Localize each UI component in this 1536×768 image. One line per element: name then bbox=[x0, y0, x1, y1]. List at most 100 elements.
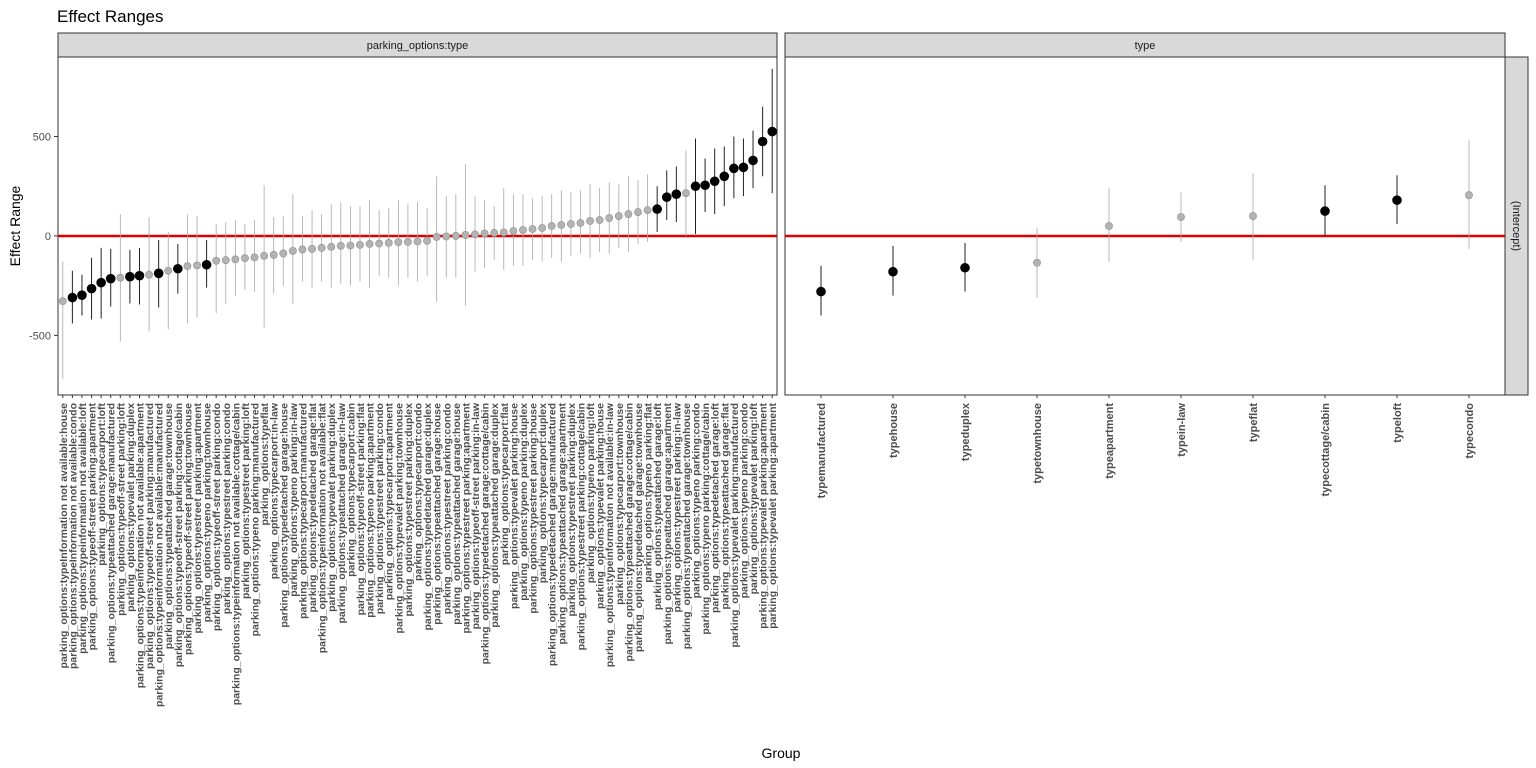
x-tick-label: parking_options:typeoff-street parking:i… bbox=[470, 402, 482, 629]
x-tick-label: parking_options:typestreet parking:duple… bbox=[566, 403, 578, 617]
x-tick-label: parking_options:typedetached garage:dupl… bbox=[422, 403, 434, 631]
x-tick-label: parking_options:typeattached garage:manu… bbox=[106, 403, 118, 663]
x-tick-label: typeflat bbox=[1248, 403, 1260, 442]
x-tick-label: parking_options:typeattached garage:dupl… bbox=[489, 403, 501, 628]
x-tick-label: parking_options:typedetached garage:flat bbox=[307, 402, 319, 612]
data-point bbox=[279, 249, 288, 258]
data-point bbox=[960, 262, 970, 273]
x-tick-label: parking_options:typeattached garage:hous… bbox=[432, 403, 444, 625]
x-tick-label: parking_options:typecarport:in-law bbox=[269, 402, 281, 579]
row-strip-label: (Intercept) bbox=[1510, 201, 1522, 251]
data-point bbox=[586, 217, 594, 225]
x-tick-label: parking_options:typecarport:manufactured bbox=[297, 403, 309, 619]
data-point bbox=[1105, 222, 1113, 230]
data-point bbox=[404, 238, 412, 246]
data-point bbox=[250, 253, 259, 262]
x-tick-label: parking_options:typeinformation not avai… bbox=[154, 403, 166, 707]
data-point bbox=[173, 263, 183, 274]
data-point bbox=[748, 155, 758, 166]
y-tick-label: -500 bbox=[29, 330, 51, 342]
x-tick-label: typetownhouse bbox=[1032, 403, 1044, 484]
data-point bbox=[442, 232, 451, 241]
data-point bbox=[375, 239, 384, 248]
data-point bbox=[471, 230, 479, 239]
data-point bbox=[490, 229, 499, 237]
x-tick-label: parking_options:typevalet parking:manufa… bbox=[729, 403, 741, 647]
data-point bbox=[652, 204, 662, 214]
data-point bbox=[634, 208, 642, 216]
data-point bbox=[538, 224, 547, 232]
panel-strip-2 bbox=[784, 32, 1506, 58]
x-tick-label: parking_options:typecarport:loft bbox=[96, 403, 108, 566]
data-point bbox=[595, 216, 604, 224]
x-tick-label: parking_options:typeoff-street parking:m… bbox=[144, 403, 156, 669]
data-point bbox=[1320, 206, 1330, 216]
y-tick-label: 500 bbox=[33, 132, 51, 144]
chart-title: Effect Ranges bbox=[57, 7, 163, 26]
data-point bbox=[671, 189, 682, 199]
x-tick-label: parking_options:typeinformation not avai… bbox=[317, 403, 329, 654]
data-point bbox=[709, 176, 720, 187]
data-point bbox=[308, 244, 316, 253]
data-point bbox=[661, 192, 672, 202]
data-point bbox=[1177, 213, 1185, 221]
data-point bbox=[547, 222, 556, 230]
x-tick-label: parking_options:typeInformation not avai… bbox=[67, 403, 79, 669]
data-point bbox=[528, 225, 537, 233]
x-tick-label: parking_options:typeoff-street parking:f… bbox=[355, 403, 367, 616]
x-tick-label: parking_options:typedetached garage:hous… bbox=[278, 403, 290, 628]
x-tick-label: parking_options:typevalet parking:townho… bbox=[393, 403, 405, 634]
x-tick-label: typemanufactured bbox=[816, 403, 828, 498]
x-tick-label: parking_options:typeattached garage:flat bbox=[719, 403, 731, 610]
data-point bbox=[346, 241, 355, 250]
data-point bbox=[605, 214, 614, 222]
x-tick-label: parking_options:typevalet parking:apartm… bbox=[758, 403, 770, 629]
data-point bbox=[317, 243, 326, 252]
data-point bbox=[767, 126, 778, 137]
data-point bbox=[58, 297, 67, 306]
data-point bbox=[461, 231, 470, 239]
data-point bbox=[241, 254, 249, 263]
x-tick-label: parking_options:typevalet parking:duplex bbox=[326, 403, 338, 612]
x-tick-label: typecondo bbox=[1464, 403, 1476, 459]
data-point bbox=[116, 273, 125, 282]
data-point bbox=[288, 246, 297, 255]
data-point bbox=[86, 283, 97, 294]
data-point bbox=[221, 256, 230, 265]
data-point bbox=[480, 229, 489, 238]
x-tick-label: parking_options:typeno parking:duplex bbox=[518, 403, 530, 601]
data-point bbox=[96, 277, 106, 288]
x-tick-label: parking_options:typeno parking:flat bbox=[643, 403, 655, 583]
data-point bbox=[231, 255, 240, 264]
data-point bbox=[327, 242, 336, 251]
x-tick-label: parking_options:typecarport:apartment bbox=[384, 403, 396, 601]
data-point bbox=[509, 227, 518, 235]
x-tick-label: parking_options:typeattached garage:apar… bbox=[556, 402, 568, 644]
x-tick-label: parking_options:typeno parking:apartment bbox=[365, 402, 377, 617]
data-point bbox=[719, 171, 730, 182]
data-point bbox=[738, 162, 749, 173]
data-point bbox=[212, 256, 221, 265]
panel-strip-1-label: parking_options:type bbox=[367, 40, 469, 52]
data-point bbox=[700, 180, 710, 191]
data-point bbox=[566, 220, 575, 228]
x-tick-label: parking_options:typeattached garage:in-l… bbox=[336, 402, 348, 623]
x-tick-label: parking_options:typeoff-street parking:c… bbox=[173, 403, 185, 667]
x-tick-label: parking_options:typevalet parking:loft bbox=[748, 403, 760, 595]
x-tick-label: parking_options:typestreet parking:apart… bbox=[192, 403, 204, 634]
y-tick-label: 0 bbox=[45, 231, 51, 243]
data-point bbox=[105, 273, 116, 284]
x-tick-label: typehouse bbox=[888, 403, 900, 458]
x-tick-label: parking_options:typeno parking:townhouse bbox=[202, 403, 214, 622]
data-point bbox=[394, 238, 403, 247]
x-tick-label: parking_options:typeflat bbox=[259, 403, 271, 526]
x-tick-label: parking_options:typestreet parking:duple… bbox=[403, 403, 415, 617]
x-tick-label: parking_options:typeattached garage:town… bbox=[163, 403, 175, 649]
x-tick-label: parking_options:typeoff-street parking:a… bbox=[87, 403, 99, 651]
data-point bbox=[201, 259, 212, 270]
x-tick-label: parking_options:typestreet parking:in-la… bbox=[671, 402, 683, 612]
x-tick-label: typeduplex bbox=[960, 402, 972, 461]
x-tick-label: parking_options:typeoff-street parking:t… bbox=[182, 403, 194, 655]
x-tick-label: parking_options:typeinformation not avai… bbox=[134, 403, 146, 689]
